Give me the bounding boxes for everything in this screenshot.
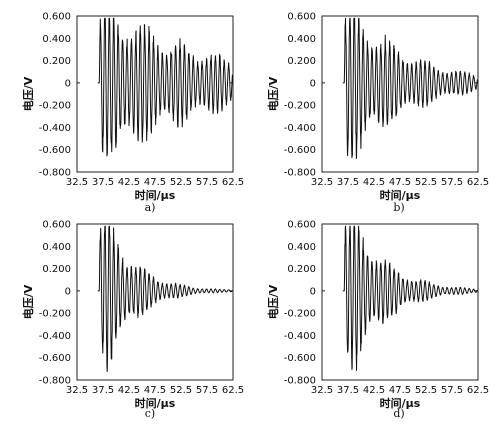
x-tick-label: 62.5 [222, 177, 244, 188]
y-tick-label: 0.600 [42, 220, 71, 231]
y-tick-label: 0.400 [287, 242, 316, 253]
y-tick-label: 0.400 [287, 34, 316, 45]
y-tick-label: 0 [310, 78, 316, 89]
x-tick-label: 42.5 [363, 177, 385, 188]
y-tick-label: 0.200 [42, 264, 71, 275]
x-tick-label: 47.5 [389, 177, 411, 188]
plot-frame [76, 223, 234, 381]
x-tick-label: 37.5 [337, 385, 359, 396]
x-tick-label: 47.5 [144, 385, 166, 396]
y-tick-label: 0.600 [287, 220, 316, 231]
plot-frame [321, 15, 479, 173]
y-axis-label: 电压/V [266, 284, 280, 319]
x-tick-label: 57.5 [196, 385, 218, 396]
y-tick-label: -0.800 [284, 168, 316, 179]
voltage-waveform-line [342, 225, 478, 371]
y-axis-label: 电压/V [266, 76, 280, 111]
y-tick-label: 0.200 [42, 56, 71, 67]
y-tick-label: -0.600 [284, 145, 316, 156]
x-tick-label: 52.5 [415, 177, 437, 188]
x-tick-label: 32.5 [311, 177, 333, 188]
chart-panel-1: 0.600 0.400 0.200 0 -0.200 -0.400 -0.600 -0.800… [21, 12, 244, 215]
y-tick-label: -0.200 [284, 309, 316, 320]
x-tick-label: 52.5 [415, 385, 437, 396]
voltage-waveform-line [97, 225, 233, 373]
y-tick-label: -0.400 [39, 331, 71, 342]
y-tick-label: 0 [310, 286, 316, 297]
voltage-waveform-line [342, 17, 478, 160]
y-tick-label: -0.800 [39, 168, 71, 179]
chart-panel-4: 0.600 0.400 0.200 0 -0.200 -0.400 -0.600 -0.800… [266, 220, 489, 421]
x-axis-label: 时间/μs [135, 396, 176, 410]
y-tick-label: -0.400 [284, 123, 316, 134]
x-tick-label: 62.5 [467, 385, 489, 396]
y-tick-label: 0.400 [42, 34, 71, 45]
y-tick-label: 0.600 [42, 12, 71, 23]
y-tick-label: 0.200 [287, 264, 316, 275]
y-tick-label: -0.200 [284, 101, 316, 112]
chart-panel-3: 0.600 0.400 0.200 0 -0.200 -0.400 -0.600 -0.800… [21, 220, 244, 421]
x-axis-label: 时间/μs [380, 396, 421, 410]
x-tick-label: 42.5 [363, 385, 385, 396]
y-axis-label: 电压/V [21, 284, 35, 319]
x-tick-label: 62.5 [467, 177, 489, 188]
y-tick-label: 0.200 [287, 56, 316, 67]
y-tick-label: -0.200 [39, 309, 71, 320]
x-tick-label: 62.5 [222, 385, 244, 396]
x-tick-label: 32.5 [66, 385, 88, 396]
y-tick-label: -0.600 [39, 145, 71, 156]
y-tick-label: -0.800 [39, 376, 71, 387]
y-tick-label: -0.200 [39, 101, 71, 112]
x-tick-label: 32.5 [311, 385, 333, 396]
y-tick-label: 0.600 [287, 12, 316, 23]
x-tick-label: 42.5 [118, 177, 140, 188]
x-tick-label: 42.5 [118, 385, 140, 396]
voltage-waveform-line [97, 17, 233, 157]
chart-panel-2: 0.600 0.400 0.200 0 -0.200 -0.400 -0.600 -0.800… [266, 12, 489, 215]
x-axis-label: 时间/μs [135, 188, 176, 202]
y-tick-label: -0.400 [39, 123, 71, 134]
x-tick-label: 47.5 [389, 385, 411, 396]
plot-frame [76, 15, 234, 173]
y-axis-label: 电压/V [21, 76, 35, 111]
y-tick-label: -0.800 [284, 376, 316, 387]
y-tick-label: -0.600 [284, 353, 316, 364]
x-tick-label: 57.5 [441, 385, 463, 396]
y-tick-label: 0 [65, 286, 71, 297]
x-tick-label: 37.5 [337, 177, 359, 188]
panel-label: b) [393, 201, 404, 214]
y-tick-label: 0.400 [42, 242, 71, 253]
y-tick-label: -0.600 [39, 353, 71, 364]
x-tick-label: 57.5 [196, 177, 218, 188]
x-tick-label: 32.5 [66, 177, 88, 188]
y-tick-label: -0.400 [284, 331, 316, 342]
x-axis-label: 时间/μs [380, 188, 421, 202]
panel-label: c) [145, 407, 155, 420]
x-tick-label: 37.5 [92, 385, 114, 396]
y-tick-label: 0 [65, 78, 71, 89]
x-tick-label: 37.5 [92, 177, 114, 188]
x-tick-label: 52.5 [170, 177, 192, 188]
panel-label: a) [145, 201, 156, 214]
x-tick-label: 47.5 [144, 177, 166, 188]
panel-label: d) [393, 407, 404, 420]
plot-frame [321, 223, 479, 381]
x-tick-label: 57.5 [441, 177, 463, 188]
x-tick-label: 52.5 [170, 385, 192, 396]
